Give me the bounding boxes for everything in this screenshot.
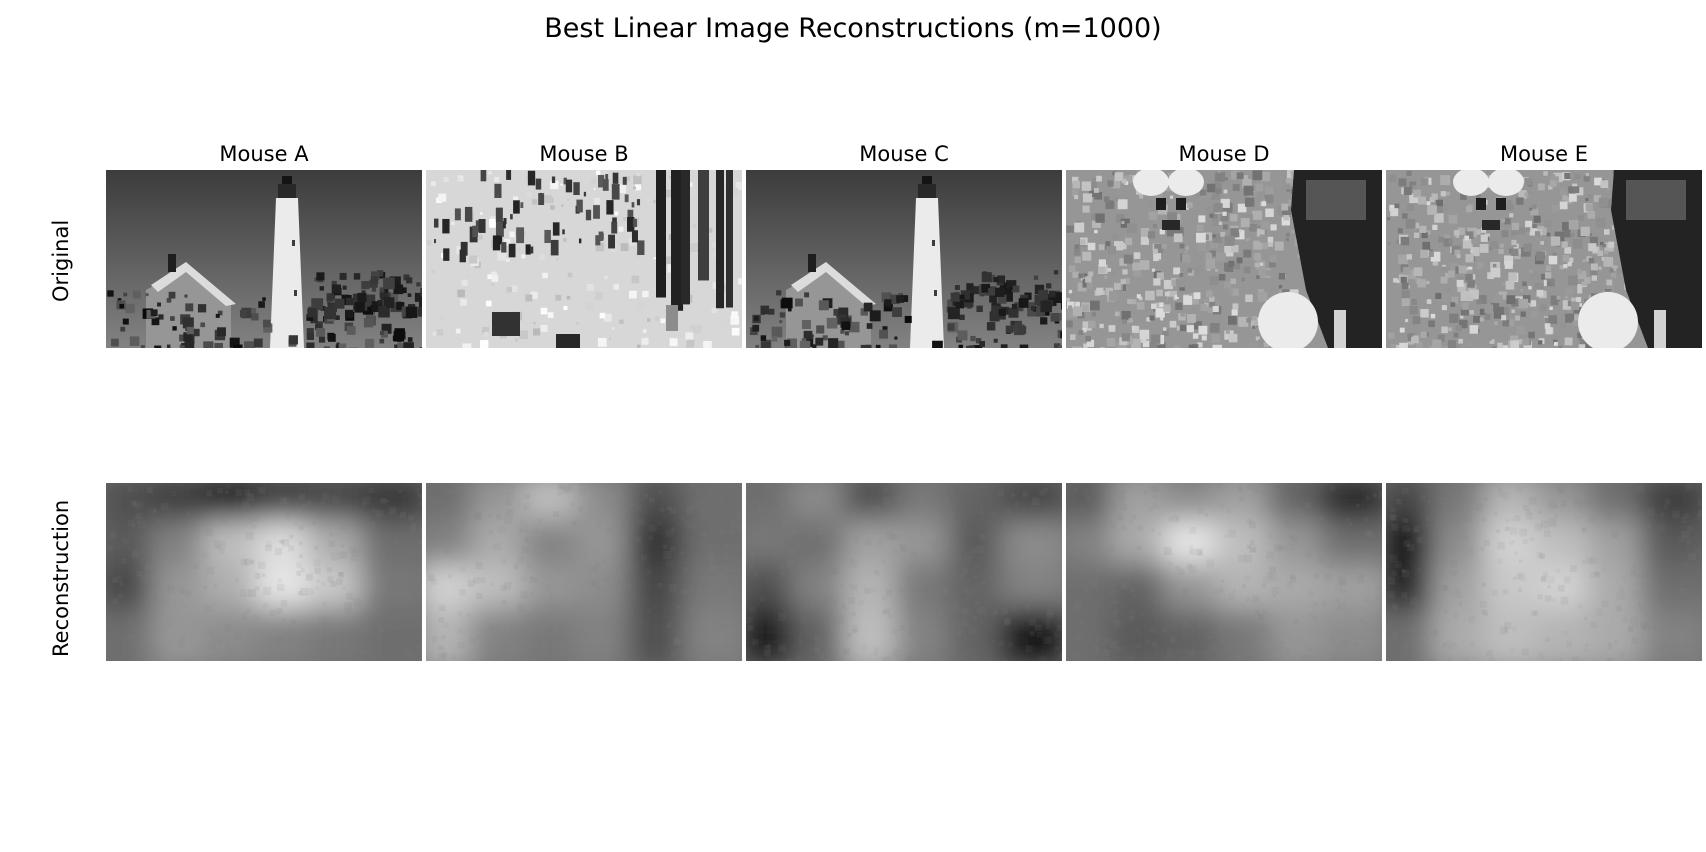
row-label-reconstruction: Reconstruction (49, 499, 73, 657)
figure-title: Best Linear Image Reconstructions (m=100… (544, 13, 1162, 44)
panel-reconstruction-mouse-e (1386, 483, 1702, 661)
reconstruction-image-mouse-e (1386, 483, 1702, 661)
panel-original-mouse-d (1066, 170, 1382, 348)
original-image-mouse-d (1066, 170, 1382, 348)
column-title-mouse-a: Mouse A (219, 142, 309, 166)
column-title-mouse-e: Mouse E (1499, 142, 1589, 166)
row-label-original: Original (49, 219, 73, 302)
panel-original-mouse-c (746, 170, 1062, 348)
reconstruction-image-mouse-b (426, 483, 742, 661)
panel-reconstruction-mouse-a (106, 483, 422, 661)
column-title-mouse-d: Mouse D (1178, 142, 1270, 166)
original-image-mouse-c (746, 170, 1062, 348)
panel-original-mouse-e (1386, 170, 1702, 348)
panel-reconstruction-mouse-d (1066, 483, 1382, 661)
panel-original-mouse-a (106, 170, 422, 348)
column-title-mouse-c: Mouse C (859, 142, 949, 166)
panel-reconstruction-mouse-c (746, 483, 1062, 661)
reconstruction-image-mouse-a (106, 483, 422, 661)
panel-reconstruction-mouse-b (426, 483, 742, 661)
original-image-mouse-e (1386, 170, 1702, 348)
panel-original-mouse-b (426, 170, 742, 348)
reconstruction-image-mouse-d (1066, 483, 1382, 661)
original-image-mouse-b (426, 170, 742, 348)
original-image-mouse-a (106, 170, 422, 348)
reconstruction-image-mouse-c (746, 483, 1062, 661)
column-title-mouse-b: Mouse B (539, 142, 629, 166)
